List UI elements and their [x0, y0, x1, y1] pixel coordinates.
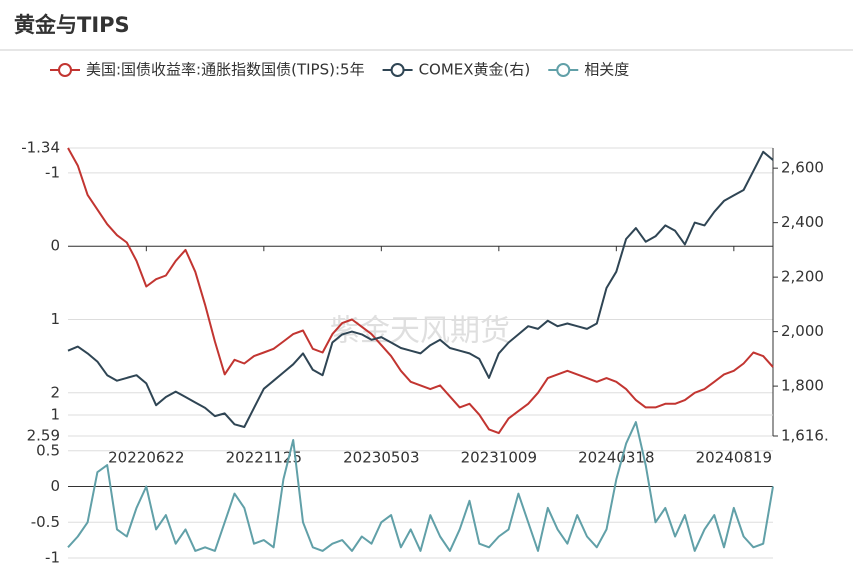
- y-tick-label: 0.5: [36, 441, 60, 459]
- y2-tick-label: 2,600: [781, 159, 824, 177]
- chart-title: 黄金与TIPS: [14, 13, 130, 37]
- y2-tick-label: 2,200: [781, 268, 824, 286]
- y2-tick-label: 2,400: [781, 213, 824, 231]
- y2-tick-label: 2,000: [781, 322, 824, 340]
- series-line: [67, 421, 774, 552]
- y-tick-label: 1: [50, 310, 60, 328]
- legend-marker: [390, 63, 405, 77]
- y-tick-label: 2.59: [27, 427, 60, 445]
- x-tick-label: 20221125: [226, 449, 302, 467]
- legend-marker: [556, 63, 571, 77]
- y-tick-label: -0.5: [31, 513, 60, 531]
- series-line: [67, 150, 774, 428]
- legend-label: COMEX黄金(右): [419, 61, 531, 79]
- series-line: [67, 147, 774, 435]
- x-tick-label: 20220622: [108, 449, 184, 467]
- y-tick-label: 1: [50, 406, 60, 424]
- legend-marker: [58, 63, 72, 77]
- legend-label: 相关度: [584, 61, 629, 79]
- y2-tick-label: 1,616.: [781, 427, 829, 445]
- x-tick-label: 20240318: [578, 449, 654, 467]
- y-tick-label: 2: [50, 383, 60, 401]
- y-tick-label: -1.34: [21, 139, 60, 157]
- legend-label: 美国:国债收益率:通胀指数国债(TIPS):5年: [86, 61, 365, 79]
- y2-tick-label: 1,800: [781, 377, 824, 395]
- y-tick-label: -1: [45, 549, 60, 567]
- x-tick-label: 20231009: [461, 449, 537, 467]
- x-tick-label: 20230503: [343, 449, 419, 467]
- y-tick-label: 0: [50, 237, 60, 255]
- y-tick-label: 0: [50, 477, 60, 495]
- x-tick-label: 20240819: [696, 449, 772, 467]
- y-tick-label: -1: [45, 163, 60, 181]
- watermark: 紫金天风期货: [330, 314, 510, 349]
